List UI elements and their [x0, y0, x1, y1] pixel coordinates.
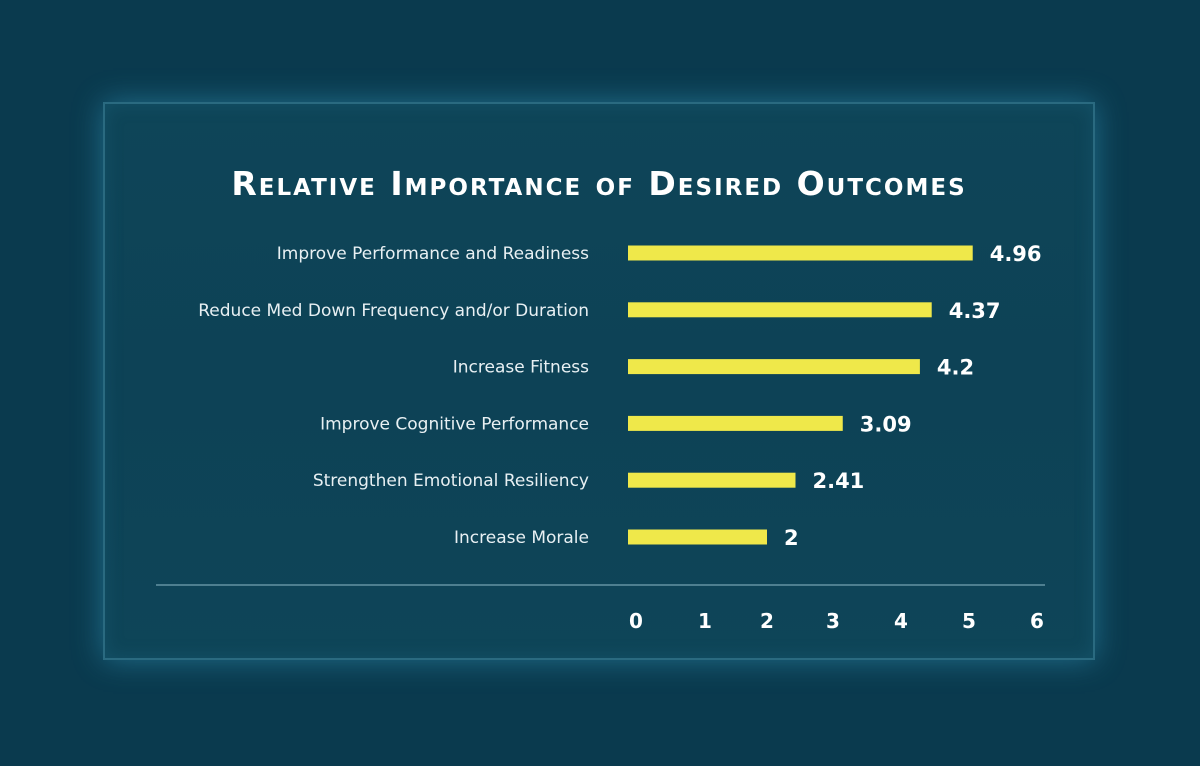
x-tick-labels: 0 1 2 3 4 5 6 — [629, 609, 1044, 633]
chart-title: Relative Importance of Desired Outcomes — [231, 164, 967, 203]
bar-improve-cognitive-performance — [628, 415, 843, 431]
x-tick-label-2: 2 — [760, 609, 774, 633]
x-tick-label-5: 5 — [962, 609, 976, 633]
value-label-strengthen-emotional-resiliency: 2.41 — [812, 469, 864, 493]
value-label-increase-morale: 2 — [784, 526, 799, 550]
category-label-improve-cognitive-performance: Improve Cognitive Performance — [320, 414, 589, 434]
x-tick-label-1: 1 — [698, 609, 712, 633]
bar-strengthen-emotional-resiliency — [628, 472, 796, 488]
chart-panel: Relative Importance of Desired Outcomes — [103, 102, 1095, 660]
bar-improve-performance-and-readiness — [628, 245, 973, 261]
category-label-strengthen-emotional-resiliency: Strengthen Emotional Resiliency — [313, 471, 589, 491]
bars — [628, 245, 973, 545]
x-tick-label-0: 0 — [629, 609, 643, 633]
category-label-increase-morale: Increase Morale — [454, 528, 589, 548]
category-label-reduce-med-down-frequency-and-or-duration: Reduce Med Down Frequency and/or Duratio… — [198, 301, 589, 321]
value-label-improve-cognitive-performance: 3.09 — [860, 412, 912, 436]
bar-increase-morale — [628, 529, 767, 545]
x-tick-label-3: 3 — [826, 609, 840, 633]
bar-reduce-med-down-frequency-and-or-duration — [628, 302, 932, 318]
value-label-improve-performance-and-readiness: 4.96 — [990, 242, 1042, 266]
value-labels: 4.96 4.37 4.2 3.09 2.41 2 — [784, 242, 1042, 550]
x-tick-label-6: 6 — [1030, 609, 1044, 633]
bar-increase-fitness — [628, 359, 920, 375]
x-tick-label-4: 4 — [894, 609, 908, 633]
value-label-reduce-med-down-frequency-and-or-duration: 4.37 — [949, 299, 1001, 323]
category-label-improve-performance-and-readiness: Improve Performance and Readiness — [277, 244, 589, 264]
category-label-increase-fitness: Increase Fitness — [453, 358, 589, 378]
value-label-increase-fitness: 4.2 — [937, 356, 974, 380]
category-labels: Improve Performance and Readiness Reduce … — [198, 244, 589, 548]
